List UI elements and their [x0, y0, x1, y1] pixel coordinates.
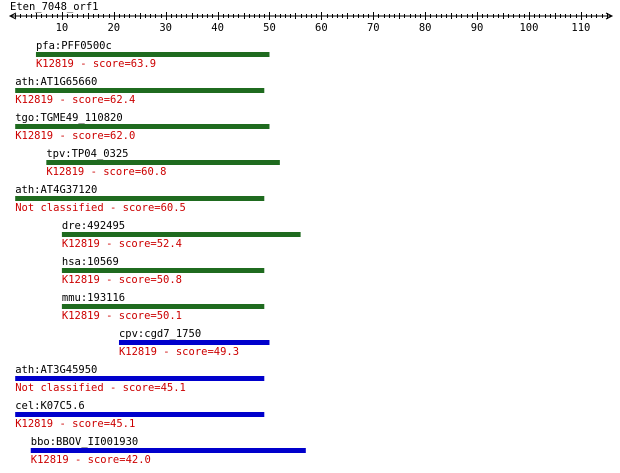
- hit-score-label: K12819 - score=49.3: [119, 346, 239, 358]
- hit-row: ath:AT4G37120 Not classified - score=60.5: [15, 184, 265, 214]
- hit-score-label: K12819 - score=63.9: [36, 58, 156, 70]
- hit-bar[interactable]: [61, 268, 265, 273]
- hit-gene-name[interactable]: pfa:PFF0500c: [36, 40, 112, 52]
- hit-gene-name[interactable]: cel:K07C5.6: [15, 400, 85, 412]
- axis-tick-label: 40: [211, 22, 224, 34]
- query-title: Eten_7048_orf1: [10, 1, 99, 13]
- axis-tick-label: 60: [315, 22, 328, 34]
- hit-gene-name[interactable]: tgo:TGME49_110820: [15, 112, 122, 124]
- hit-gene-name[interactable]: ath:AT3G45950: [15, 364, 97, 376]
- hit-score-label: K12819 - score=62.0: [15, 130, 135, 142]
- hit-score-label: K12819 - score=42.0: [31, 454, 151, 466]
- hit-row: tgo:TGME49_110820 K12819 - score=62.0: [15, 112, 270, 142]
- hit-bar[interactable]: [15, 88, 265, 93]
- hit-score-label: K12819 - score=52.4: [62, 238, 182, 250]
- hit-score-label: K12819 - score=45.1: [15, 418, 135, 430]
- axis-tick-label: 80: [419, 22, 432, 34]
- hit-score-label: Not classified - score=60.5: [15, 202, 186, 214]
- axis-tick-label: 10: [56, 22, 69, 34]
- hit-row: ath:AT3G45950 Not classified - score=45.1: [15, 364, 265, 394]
- hit-row: hsa:10569 K12819 - score=50.8: [61, 256, 265, 286]
- hit-row: mmu:193116 K12819 - score=50.1: [61, 292, 265, 322]
- axis-tick-label: 50: [263, 22, 276, 34]
- hit-bar[interactable]: [35, 52, 270, 57]
- hit-score-label: K12819 - score=60.8: [46, 166, 166, 178]
- axis-tick-label: 100: [519, 22, 538, 34]
- hit-bar[interactable]: [15, 412, 265, 417]
- hit-row: bbo:BBOV_II001930 K12819 - score=42.0: [30, 436, 306, 466]
- hit-row: tpv:TP04_0325 K12819 - score=60.8: [46, 148, 280, 178]
- hit-bar[interactable]: [61, 304, 265, 309]
- hit-gene-name[interactable]: mmu:193116: [62, 292, 125, 304]
- hit-list: pfa:PFF0500c K12819 - score=63.9 ath:AT1G6…: [15, 40, 306, 466]
- hit-score-label: K12819 - score=50.1: [62, 310, 182, 322]
- hit-score-label: K12819 - score=62.4: [15, 94, 135, 106]
- hit-bar[interactable]: [15, 196, 265, 201]
- hit-bar[interactable]: [118, 340, 270, 345]
- hit-gene-name[interactable]: bbo:BBOV_II001930: [31, 436, 138, 448]
- axis-tick-label: 30: [159, 22, 172, 34]
- hit-score-label: Not classified - score=45.1: [15, 382, 186, 394]
- hit-gene-name[interactable]: ath:AT1G65660: [15, 76, 97, 88]
- axis-tick-label: 90: [471, 22, 484, 34]
- hit-gene-name[interactable]: tpv:TP04_0325: [46, 148, 128, 160]
- hit-bar[interactable]: [15, 124, 270, 129]
- axis-tick-label: 70: [367, 22, 380, 34]
- hit-row: ath:AT1G65660 K12819 - score=62.4: [15, 76, 265, 106]
- hit-bar[interactable]: [30, 448, 306, 453]
- axis-left-arrow: [8, 12, 17, 20]
- hit-row: pfa:PFF0500c K12819 - score=63.9: [35, 40, 270, 70]
- hit-score-label: K12819 - score=50.8: [62, 274, 182, 286]
- hit-gene-name[interactable]: ath:AT4G37120: [15, 184, 97, 196]
- axis-tick-label: 110: [571, 22, 590, 34]
- hit-row: dre:492495 K12819 - score=52.4: [61, 220, 301, 250]
- hit-gene-name[interactable]: hsa:10569: [62, 256, 119, 268]
- hit-gene-name[interactable]: cpv:cgd7_1750: [119, 328, 201, 340]
- hit-row: cpv:cgd7_1750 K12819 - score=49.3: [118, 328, 270, 358]
- hit-gene-name[interactable]: dre:492495: [62, 220, 125, 232]
- hit-bar[interactable]: [46, 160, 280, 165]
- axis-tick-label: 20: [107, 22, 120, 34]
- position-axis: 10 20 30 40 50 60 70 80 90 100 110: [8, 12, 614, 34]
- hit-bar[interactable]: [61, 232, 301, 237]
- hit-bar[interactable]: [15, 376, 265, 381]
- hit-row: cel:K07C5.6 K12819 - score=45.1: [15, 400, 265, 430]
